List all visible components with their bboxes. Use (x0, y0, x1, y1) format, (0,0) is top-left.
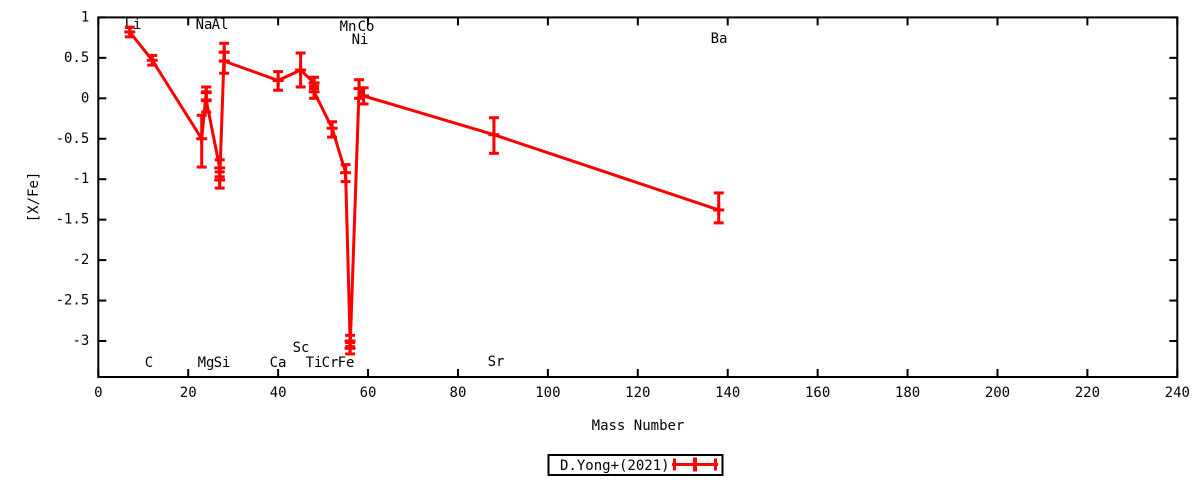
y-tick-label: -1 (72, 171, 89, 187)
y-tick-label: -3 (72, 333, 89, 349)
plot-border (97, 16, 1179, 379)
y-tick-label: -2 (72, 252, 89, 268)
element-label-si: Si (214, 355, 231, 371)
element-label-fe: Fe (338, 355, 355, 371)
x-tick-label: 120 (625, 385, 650, 401)
element-label-sr: Sr (488, 354, 505, 370)
legend-box (547, 454, 724, 476)
x-tick-label: 160 (805, 385, 830, 401)
x-tick-label: 80 (450, 385, 467, 401)
element-label-ni: Ni (352, 32, 369, 48)
element-label-ti: Ti (306, 355, 323, 371)
element-label-mg: Mg (198, 355, 215, 371)
element-label-ca: Ca (270, 355, 287, 371)
element-label-na: Na (196, 17, 213, 33)
y-tick-label: 1 (81, 9, 89, 25)
element-label-mn: Mn (340, 19, 357, 35)
legend-label: D.Yong+(2021) (560, 458, 670, 474)
element-label-co: Co (358, 19, 375, 35)
y-tick-label: 0.5 (64, 50, 89, 66)
element-label-sc: Sc (293, 340, 310, 356)
x-tick-label: 220 (1075, 385, 1100, 401)
x-tick-label: 200 (985, 385, 1010, 401)
x-tick-label: 180 (895, 385, 920, 401)
legend-errorbar-sample-icon (672, 457, 718, 472)
element-label-al: Al (212, 17, 229, 33)
x-tick-label: 40 (270, 385, 287, 401)
x-tick-label: 240 (1165, 385, 1190, 401)
y-tick-label: -0.5 (56, 131, 90, 147)
element-label-c: C (145, 355, 153, 371)
x-tick-label: 140 (715, 385, 740, 401)
plot-area: 0 20 40 60 80 100 120 140 160 180 200 220 240 1 0.5 0 -0… (56, 9, 1190, 401)
data-line (128, 31, 720, 350)
legend: D.Yong+(2021) (547, 454, 724, 476)
element-label-ba: Ba (711, 31, 728, 47)
element-label-cr: Cr (322, 355, 339, 371)
y-axis-title: [X/Fe] (26, 172, 42, 223)
x-tick-label: 20 (180, 385, 197, 401)
x-tick-label: 60 (360, 385, 377, 401)
x-tick-label: 100 (535, 385, 560, 401)
x-axis-title: Mass Number (592, 418, 685, 434)
x-tick-label: 0 (94, 385, 102, 401)
y-tick-label: 0 (81, 90, 89, 106)
y-tick-label: -2.5 (56, 293, 90, 309)
y-tick-label: -1.5 (56, 212, 90, 228)
